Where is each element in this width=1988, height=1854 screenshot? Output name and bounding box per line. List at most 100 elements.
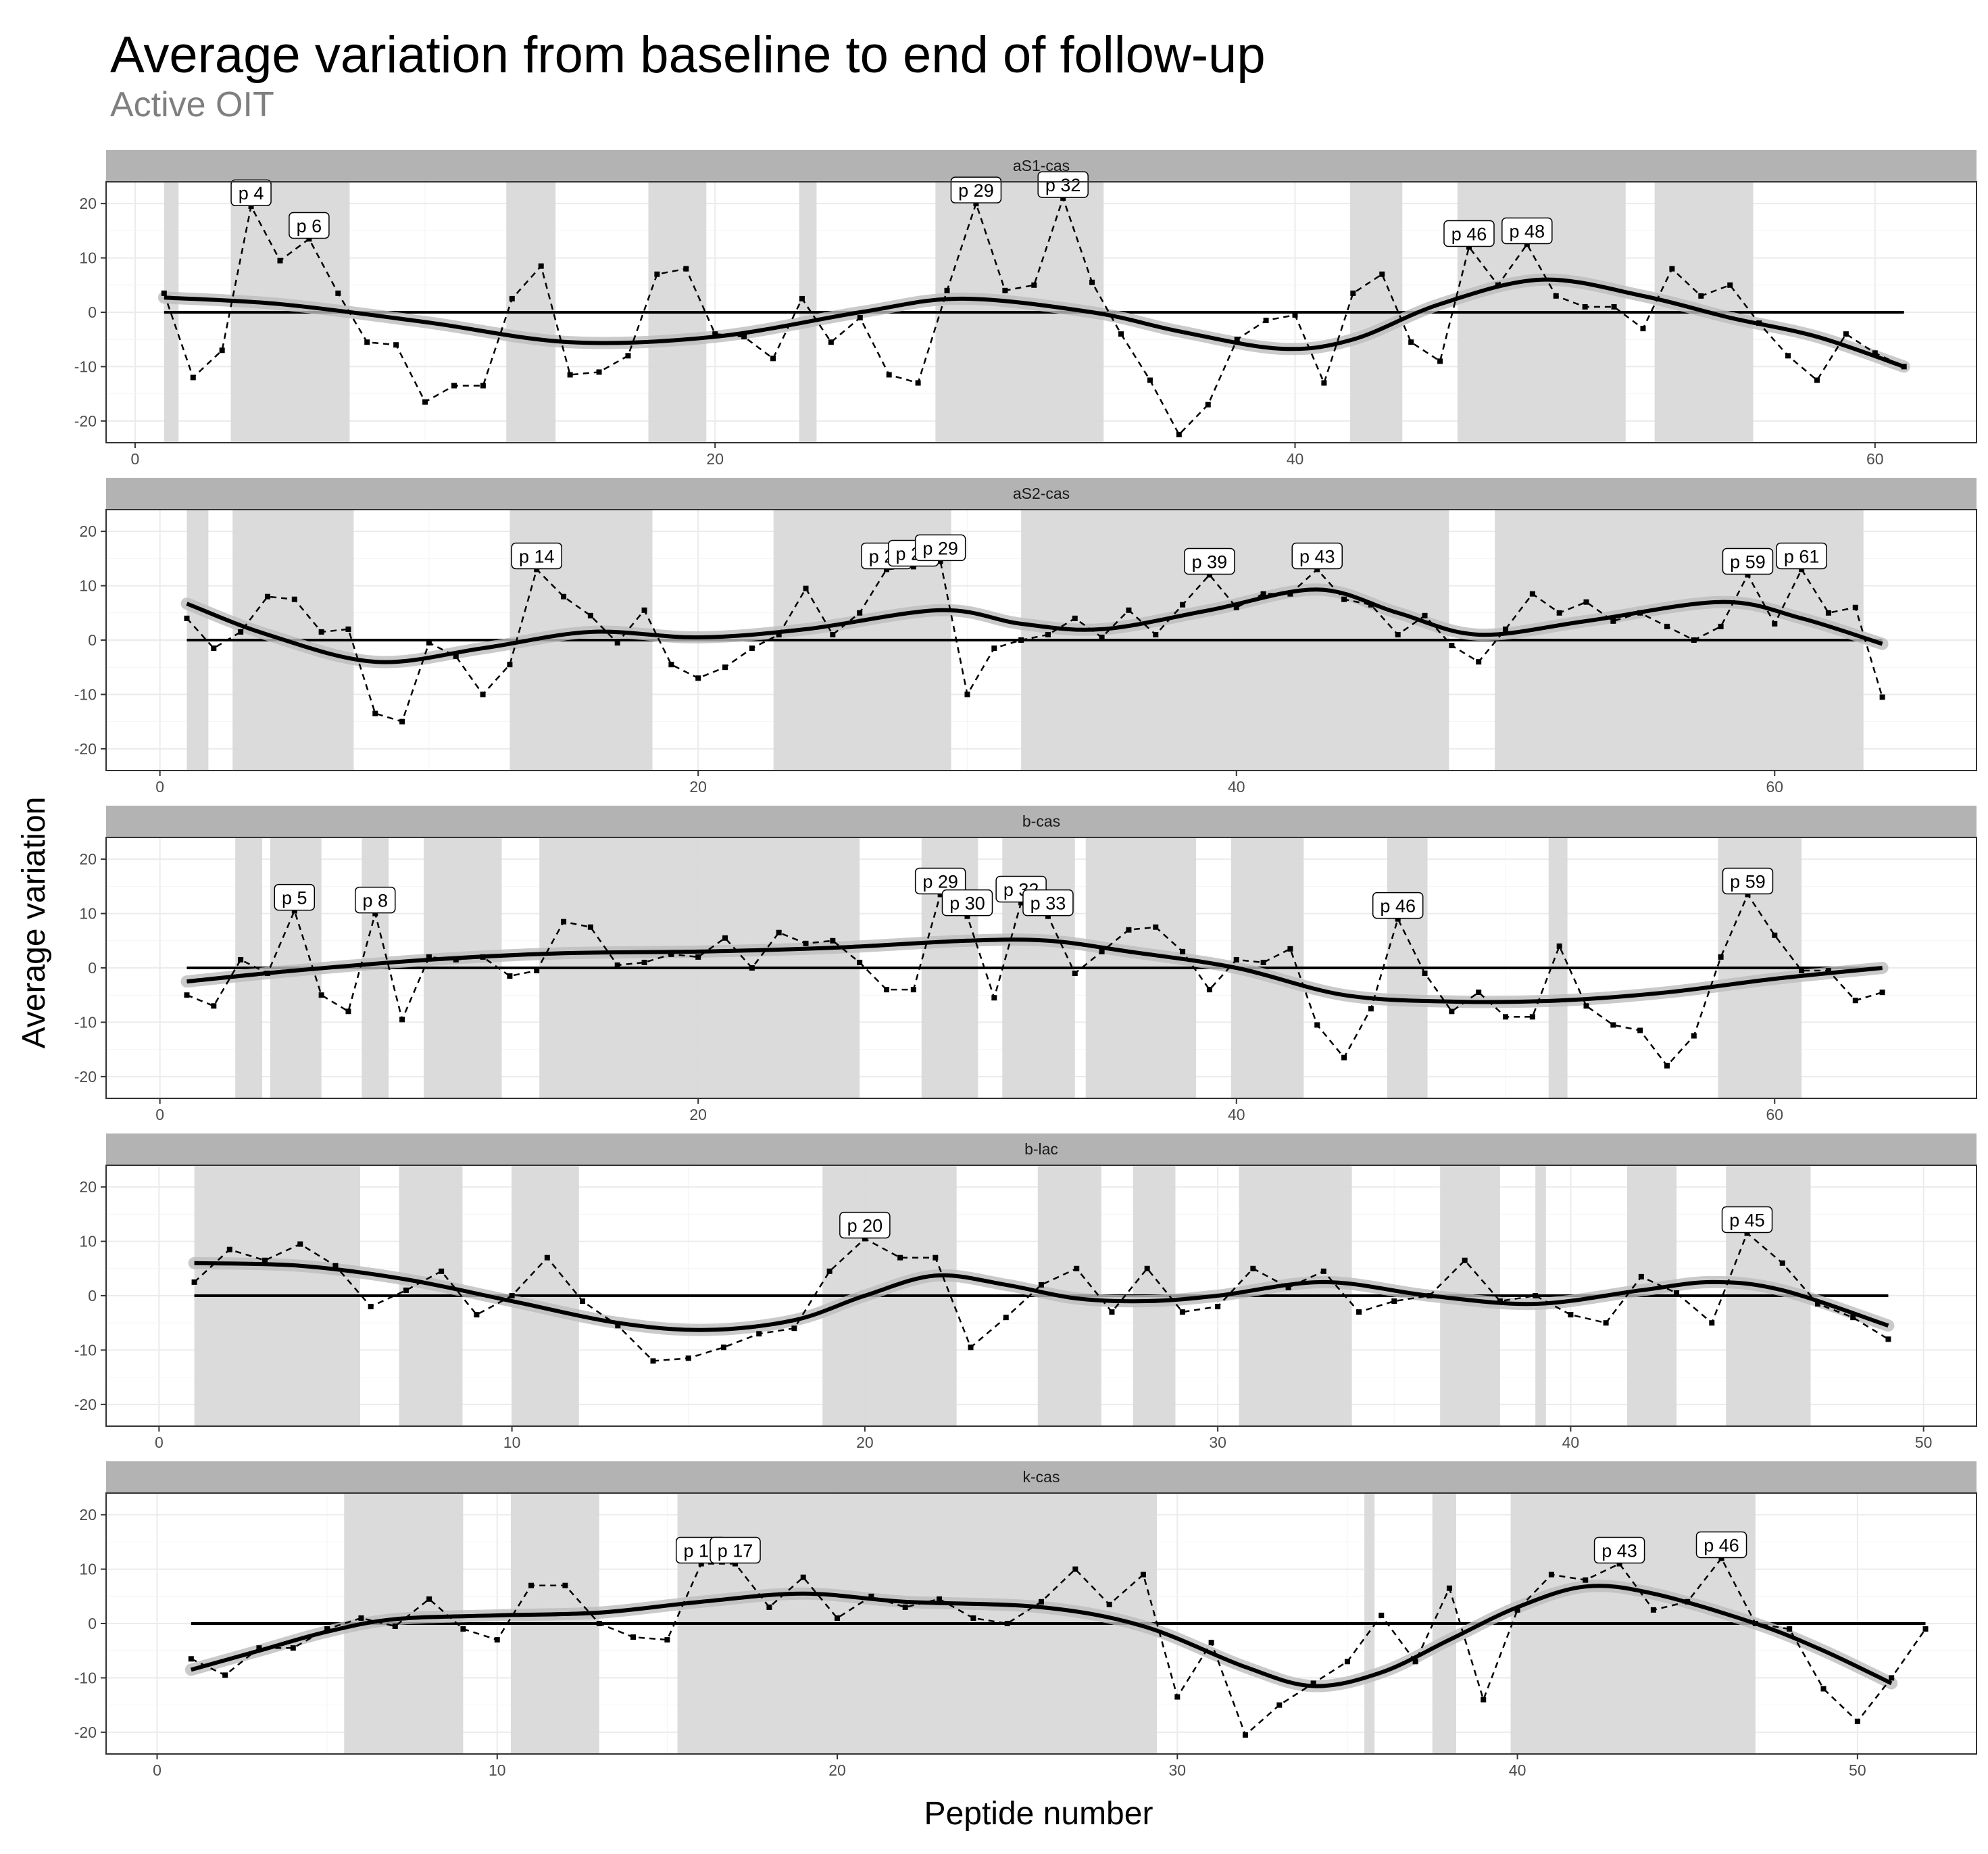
peptide-label: p 46	[1695, 1531, 1747, 1559]
data-point	[1174, 1694, 1181, 1700]
peptide-label-text: p 6	[297, 216, 322, 236]
data-point	[1553, 293, 1559, 299]
data-point	[1118, 331, 1124, 337]
peptide-label-box	[1593, 1536, 1645, 1564]
data-point	[1350, 290, 1356, 296]
data-point	[426, 954, 432, 960]
data-point	[1637, 610, 1643, 616]
data-point	[766, 1604, 772, 1610]
x-axis-title: Peptide number	[924, 1796, 1153, 1832]
data-point	[756, 1331, 762, 1337]
data-point	[1320, 1268, 1326, 1274]
data-point	[1109, 1309, 1115, 1315]
x-tick-label: 10	[503, 1434, 521, 1451]
data-point	[1018, 637, 1024, 643]
smooth-trend-line	[194, 1261, 1889, 1332]
y-tick-label: 0	[88, 631, 97, 649]
data-point	[1446, 1585, 1452, 1591]
data-point	[1685, 1599, 1691, 1605]
peptide-label-box	[839, 1211, 891, 1239]
strip-header	[106, 1461, 1977, 1493]
peptide-label-box	[1695, 1531, 1747, 1559]
data-point	[835, 1615, 841, 1621]
y-tick-label: 20	[79, 850, 97, 868]
data-point	[372, 710, 378, 716]
data-point	[968, 1344, 974, 1350]
data-point	[587, 612, 593, 618]
x-tick-label: 20	[856, 1434, 874, 1451]
data-point	[534, 566, 540, 572]
data-point	[1140, 1571, 1146, 1578]
data-point	[1422, 612, 1428, 618]
data-point	[826, 1268, 833, 1274]
x-tick-label: 40	[1562, 1434, 1580, 1451]
data-point	[1341, 1054, 1347, 1060]
peptide-label-text: p 30	[949, 894, 985, 914]
x-tick-label: 20	[689, 778, 707, 796]
data-point	[1533, 1293, 1539, 1298]
data-point	[800, 1574, 806, 1580]
data-point	[641, 959, 647, 965]
data-point	[393, 342, 399, 348]
y-axis-title: Average variation	[16, 797, 52, 1049]
data-point	[238, 629, 244, 635]
data-point	[1850, 1315, 1856, 1321]
y-tick-label: -20	[74, 740, 97, 758]
x-tick-label: 20	[706, 450, 724, 468]
y-tick-label: -10	[74, 1341, 97, 1359]
chart-subtitle: Active OIT	[110, 85, 274, 124]
x-tick-label: 40	[1509, 1761, 1526, 1779]
data-point	[1825, 610, 1831, 616]
data-point	[1709, 1320, 1715, 1326]
data-point	[596, 1621, 602, 1626]
data-point	[1879, 990, 1885, 996]
x-tick-label: 20	[828, 1761, 846, 1779]
data-point	[712, 331, 718, 337]
data-point	[1144, 1265, 1150, 1271]
data-point	[587, 924, 593, 930]
data-point	[1437, 358, 1443, 364]
data-point	[1356, 1309, 1362, 1315]
data-point	[685, 1355, 691, 1361]
y-tick-label: 0	[88, 959, 97, 977]
data-point	[368, 1304, 374, 1310]
data-point	[1314, 1022, 1320, 1028]
data-point	[883, 987, 889, 993]
data-point	[345, 1008, 351, 1015]
data-point	[1476, 990, 1482, 996]
data-point	[1260, 591, 1266, 597]
data-point	[1885, 1336, 1891, 1342]
data-point	[1610, 618, 1616, 624]
data-point	[1852, 998, 1858, 1004]
peptide-label-text: p 59	[1730, 871, 1766, 892]
data-point	[1497, 1298, 1503, 1304]
data-point	[451, 383, 457, 389]
data-point	[722, 664, 728, 670]
peptide-label-box	[1443, 220, 1495, 247]
data-point	[1206, 987, 1212, 993]
peptide-label-box	[1722, 867, 1774, 895]
data-point	[1391, 1298, 1397, 1304]
data-point	[799, 295, 805, 301]
data-point	[191, 1279, 197, 1285]
data-point	[1089, 279, 1095, 285]
data-point	[211, 645, 217, 652]
peptide-label: p 61	[1776, 542, 1827, 570]
data-point	[544, 1254, 550, 1261]
data-point	[1395, 631, 1401, 637]
data-point	[615, 1323, 621, 1329]
data-point	[1449, 643, 1455, 649]
data-point	[1314, 566, 1320, 572]
data-point	[1412, 1659, 1418, 1665]
peptide-label-text: p 5	[282, 888, 307, 908]
data-point	[1650, 1607, 1656, 1613]
data-point	[1664, 623, 1670, 629]
data-point	[857, 959, 863, 965]
data-point	[1799, 968, 1805, 974]
peptide-label-box	[950, 176, 1002, 203]
data-point	[290, 1645, 296, 1651]
data-point	[1772, 620, 1778, 627]
data-point	[991, 995, 997, 1001]
